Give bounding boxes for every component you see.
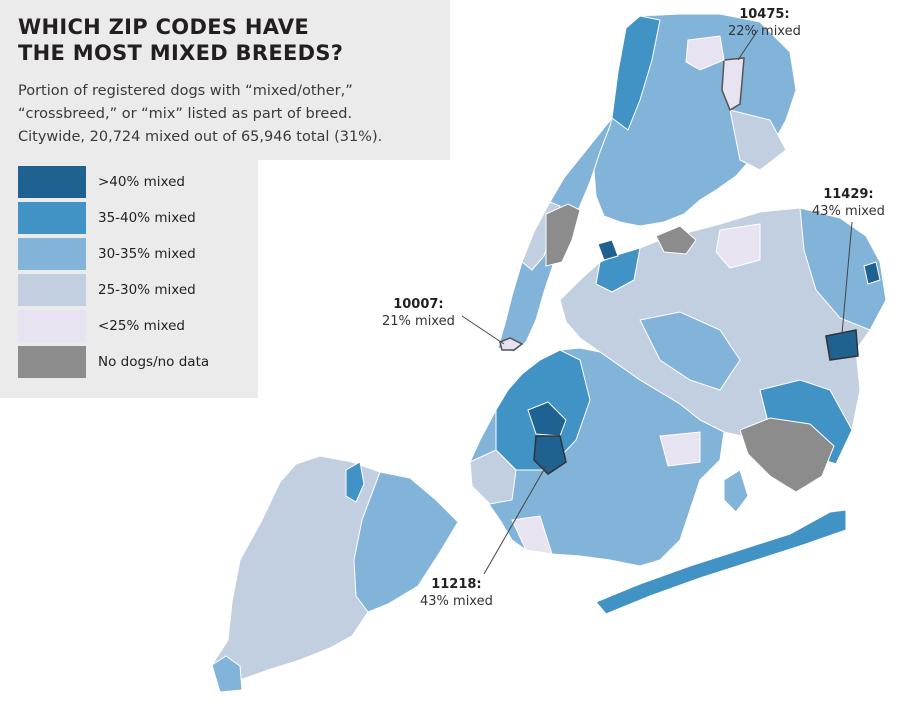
queens-east-zips bbox=[799, 207, 887, 331]
legend-item-under-25: <25% mixed bbox=[18, 310, 248, 342]
legend-swatch bbox=[18, 166, 86, 198]
subtitle: Portion of registered dogs with “mixed/o… bbox=[18, 80, 448, 149]
legend-item-no-data: No dogs/no data bbox=[18, 346, 248, 378]
callout-value: 21% mixed bbox=[382, 314, 455, 329]
callout-11429: 11429: 43% mixed bbox=[812, 186, 885, 220]
legend-item-25-30: 25-30% mixed bbox=[18, 274, 248, 306]
legend-label: No dogs/no data bbox=[98, 354, 210, 370]
zip-10475 bbox=[721, 57, 745, 112]
callout-line-10475 bbox=[737, 29, 759, 61]
legend-item-over-40: >40% mixed bbox=[18, 166, 248, 198]
callout-zip: 10007: bbox=[393, 297, 444, 312]
brooklyn-southwest-zips bbox=[469, 449, 517, 505]
brooklyn-southeast-light-zip bbox=[659, 431, 701, 467]
queens-mid-zips bbox=[639, 311, 741, 391]
callout-line-11218 bbox=[483, 465, 547, 575]
bronx-east-zips bbox=[729, 109, 787, 171]
bronx-north-light-zip bbox=[685, 35, 725, 71]
zip-11218 bbox=[533, 435, 567, 475]
subtitle-line: “crossbreed,” or “mix” listed as part of… bbox=[18, 106, 353, 122]
legend-item-30-35: 30-35% mixed bbox=[18, 238, 248, 270]
queens-light-zip bbox=[715, 223, 761, 269]
legend-label: 25-30% mixed bbox=[98, 282, 196, 298]
staten-island-north-zip bbox=[345, 461, 365, 503]
callout-zip: 11218: bbox=[431, 577, 482, 592]
legend-label: 35-40% mixed bbox=[98, 210, 196, 226]
legend-label: <25% mixed bbox=[98, 318, 185, 334]
queens-west-zips bbox=[595, 247, 641, 293]
legend-swatch bbox=[18, 274, 86, 306]
callout-value: 22% mixed bbox=[728, 24, 801, 39]
legend-swatch bbox=[18, 346, 86, 378]
legend-swatch bbox=[18, 310, 86, 342]
jamaica-bay-island bbox=[723, 469, 749, 513]
brooklyn-dark-zip bbox=[527, 401, 567, 437]
zip-11429 bbox=[825, 329, 859, 361]
jfk-airport bbox=[739, 417, 835, 493]
title-panel bbox=[0, 0, 450, 160]
page-title: WHICH ZIP CODES HAVE THE MOST MIXED BREE… bbox=[18, 14, 343, 66]
staten-island-east-zips bbox=[353, 471, 459, 613]
callout-line-11429 bbox=[841, 221, 853, 335]
subtitle-line: Citywide, 20,724 mixed out of 65,946 tot… bbox=[18, 129, 383, 145]
title-line: THE MOST MIXED BREEDS? bbox=[18, 41, 344, 65]
callout-zip: 10475: bbox=[739, 7, 790, 22]
callout-value: 43% mixed bbox=[812, 204, 885, 219]
legend-item-35-40: 35-40% mixed bbox=[18, 202, 248, 234]
manhattan-no-data bbox=[545, 203, 581, 267]
zip-10007 bbox=[499, 337, 524, 351]
subtitle-line: Portion of registered dogs with “mixed/o… bbox=[18, 83, 353, 99]
staten-island-south-tip bbox=[211, 655, 243, 693]
callout-line-10007 bbox=[461, 315, 505, 345]
rockaway-peninsula bbox=[595, 509, 847, 615]
title-line: WHICH ZIP CODES HAVE bbox=[18, 15, 310, 39]
legend-swatch bbox=[18, 202, 86, 234]
brooklyn-south-light-zip bbox=[511, 515, 553, 555]
callout-zip: 11429: bbox=[823, 187, 874, 202]
queens-northeast-dark-zip bbox=[863, 261, 881, 285]
legend-swatch bbox=[18, 238, 86, 270]
laguardia-airport bbox=[655, 225, 697, 255]
callout-value: 43% mixed bbox=[420, 594, 493, 609]
callout-10007: 10007: 21% mixed bbox=[382, 296, 455, 330]
callout-11218: 11218: 43% mixed bbox=[420, 576, 493, 610]
legend-label: >40% mixed bbox=[98, 174, 185, 190]
callout-10475: 10475: 22% mixed bbox=[728, 6, 801, 40]
bronx-west-zips bbox=[611, 15, 661, 131]
legend-label: 30-35% mixed bbox=[98, 246, 196, 262]
queens-north-dark-zip bbox=[597, 239, 619, 261]
